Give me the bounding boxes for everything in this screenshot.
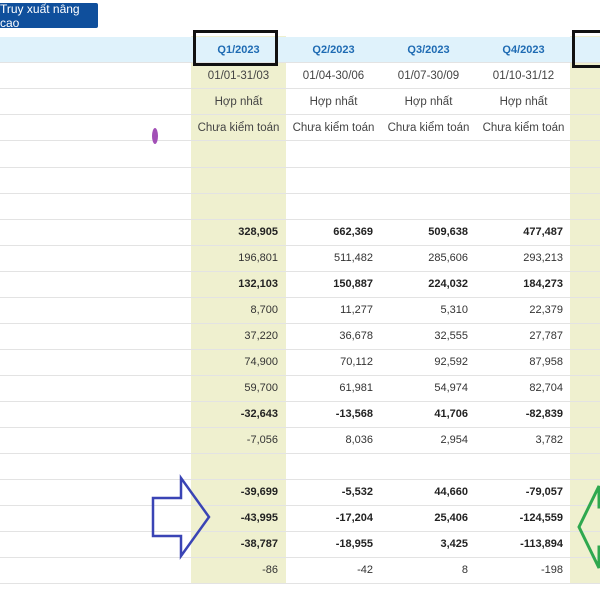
- table-cell: -7,056: [246, 434, 278, 446]
- row-divider: [0, 88, 600, 89]
- table-cell: 2,954: [440, 434, 468, 446]
- period-cell: 01/10-31/12: [492, 70, 555, 82]
- row-divider: [0, 114, 600, 115]
- table-cell: -124,559: [519, 512, 563, 524]
- row-divider: [0, 557, 600, 558]
- table-cell: 25,406: [434, 512, 468, 524]
- table-cell: 224,032: [428, 278, 468, 290]
- audit-status-cell: Chưa kiểm toán: [197, 122, 280, 134]
- row-divider: [0, 349, 600, 350]
- row-divider: [0, 427, 600, 428]
- table-cell: -113,894: [520, 538, 563, 550]
- table-cell: 36,678: [339, 330, 373, 342]
- quarter-header[interactable]: Q3/2023: [407, 43, 450, 56]
- table-cell: 3,782: [535, 434, 563, 446]
- purple-annotation-dot: [152, 128, 158, 144]
- row-divider: [0, 245, 600, 246]
- row-divider: [0, 323, 600, 324]
- table-cell: -5,532: [341, 486, 373, 498]
- row-divider: [0, 62, 600, 63]
- table-cell: 54,974: [434, 382, 468, 394]
- table-cell: -43,995: [240, 512, 278, 524]
- table-cell: -17,204: [335, 512, 373, 524]
- table-cell: -82,839: [525, 408, 563, 420]
- next-column-highlight-frame: [572, 30, 600, 68]
- table-cell: 59,700: [244, 382, 278, 394]
- row-divider: [0, 193, 600, 194]
- period-cell: 01/01-31/03: [207, 70, 270, 82]
- table-cell: 11,277: [340, 304, 373, 316]
- table-header-band: [0, 37, 600, 62]
- table-cell: -13,568: [335, 408, 373, 420]
- table-cell: 662,369: [333, 226, 373, 238]
- row-divider: [0, 167, 600, 168]
- table-cell: 61,981: [339, 382, 373, 394]
- table-cell: 477,487: [523, 226, 563, 238]
- row-divider: [0, 271, 600, 272]
- table-cell: 3,425: [440, 538, 468, 550]
- quarter-header[interactable]: Q2/2023: [312, 43, 355, 56]
- period-cell: 01/07-30/09: [397, 70, 460, 82]
- quarter-header[interactable]: Q4/2023: [502, 43, 545, 56]
- table-cell: 32,555: [434, 330, 468, 342]
- q1-highlight-frame: [193, 30, 278, 66]
- row-divider: [0, 453, 600, 454]
- row-divider: [0, 375, 600, 376]
- table-cell: 92,592: [434, 356, 468, 368]
- table-cell: 74,900: [244, 356, 278, 368]
- audit-status-cell: Chưa kiểm toán: [482, 122, 565, 134]
- row-divider: [0, 401, 600, 402]
- table-cell: 44,660: [434, 486, 468, 498]
- table-cell: 70,112: [340, 356, 373, 368]
- table-cell: -42: [357, 564, 373, 576]
- table-cell: -38,787: [240, 538, 278, 550]
- table-cell: 150,887: [333, 278, 373, 290]
- quarter-header[interactable]: Q1/2023: [217, 43, 260, 56]
- green-left-arrow-icon: [577, 485, 600, 569]
- blue-right-arrow-icon: [151, 474, 211, 560]
- table-cell: -79,057: [525, 486, 563, 498]
- table-cell: 8: [461, 564, 468, 576]
- table-cell: 285,606: [428, 252, 468, 264]
- table-cell: -18,955: [335, 538, 373, 550]
- table-cell: 27,787: [529, 330, 563, 342]
- row-divider: [0, 531, 600, 532]
- table-cell: 82,704: [529, 382, 563, 394]
- table-cell: 293,213: [523, 252, 563, 264]
- table-cell: 5,310: [440, 304, 468, 316]
- table-cell: 37,220: [244, 330, 278, 342]
- table-cell: 196,801: [238, 252, 278, 264]
- consolidation-type-cell: Hợp nhất: [499, 96, 548, 108]
- row-divider: [0, 505, 600, 506]
- row-divider: [0, 297, 600, 298]
- row-divider: [0, 583, 600, 584]
- table-cell: -86: [262, 564, 278, 576]
- table-cell: 511,482: [334, 252, 373, 264]
- consolidation-type-cell: Hợp nhất: [214, 96, 263, 108]
- audit-status-cell: Chưa kiểm toán: [387, 122, 470, 134]
- table-cell: 184,273: [523, 278, 563, 290]
- table-cell: 41,706: [434, 408, 468, 420]
- table-cell: 328,905: [238, 226, 278, 238]
- row-divider: [0, 140, 600, 141]
- table-cell: 8,700: [250, 304, 278, 316]
- row-divider: [0, 479, 600, 480]
- table-cell: 87,958: [529, 356, 563, 368]
- row-divider: [0, 219, 600, 220]
- table-cell: 8,036: [345, 434, 373, 446]
- highlight-column-q1: [191, 36, 286, 583]
- consolidation-type-cell: Hợp nhất: [309, 96, 358, 108]
- advanced-query-button[interactable]: Truy xuất nâng cao: [0, 2, 98, 30]
- table-cell: -39,699: [240, 486, 278, 498]
- table-cell: 509,638: [428, 226, 468, 238]
- table-cell: 22,379: [529, 304, 563, 316]
- audit-status-cell: Chưa kiểm toán: [292, 122, 375, 134]
- table-cell: -198: [540, 564, 563, 576]
- table-cell: 132,103: [238, 278, 278, 290]
- consolidation-type-cell: Hợp nhất: [404, 96, 453, 108]
- period-cell: 01/04-30/06: [302, 70, 365, 82]
- table-cell: -32,643: [240, 408, 278, 420]
